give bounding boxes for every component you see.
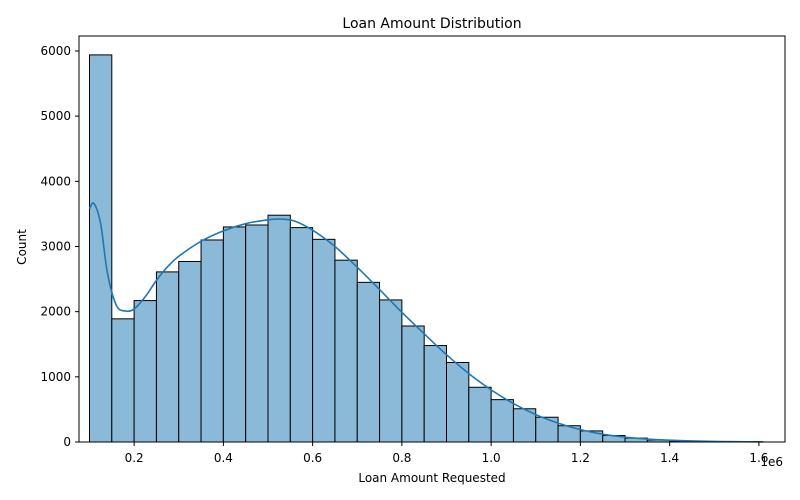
- x-tick-label: 0.8: [392, 451, 411, 465]
- kde-curve: [88, 202, 764, 443]
- histogram-bar-0: [88, 54, 113, 443]
- y-tick-label: 0: [63, 435, 71, 449]
- x-tick-label: 0.2: [125, 451, 144, 465]
- histogram-bar-17: [468, 386, 492, 443]
- y-tick-label: 4000: [40, 174, 71, 188]
- y-axis-ticks: 0 1000 2000 3000 4000 5000 6000: [40, 44, 79, 449]
- histogram-bar-12: [356, 281, 381, 443]
- x-tick-label: 1.0: [482, 451, 501, 465]
- axes-frame: [78, 35, 786, 443]
- histogram-bar-3: [155, 271, 180, 443]
- histogram-bar-16: [446, 361, 470, 443]
- histogram-bar-10: [312, 238, 336, 443]
- histogram-bars: [88, 54, 760, 443]
- y-axis-label: Count: [15, 229, 29, 265]
- x-axis-ticks: 0.2 0.4 0.6 0.8 1.0 1.2 1.4 1.6: [125, 442, 768, 465]
- histogram-bar-15: [423, 345, 448, 443]
- y-tick-label: 3000: [40, 239, 71, 253]
- x-tick-label: 1.4: [660, 451, 679, 465]
- x-axis-label: Loan Amount Requested: [358, 471, 505, 485]
- histogram-bar-20: [535, 416, 559, 443]
- x-tick-label: 0.4: [214, 451, 233, 465]
- y-tick-label: 2000: [40, 305, 71, 319]
- histogram-bar-13: [379, 299, 403, 443]
- x-tick-label: 1.2: [571, 451, 590, 465]
- chart-title: Loan Amount Distribution: [342, 16, 521, 32]
- histogram-bar-5: [200, 239, 224, 443]
- histogram-bar-11: [334, 259, 358, 443]
- histogram-bar-1: [111, 318, 135, 443]
- y-tick-label: 1000: [40, 370, 71, 384]
- histogram-bar-18: [490, 399, 514, 443]
- histogram-bar-9: [289, 227, 314, 443]
- y-tick-label: 5000: [40, 109, 71, 123]
- histogram-bar-6: [222, 226, 247, 443]
- histogram-bar-14: [401, 325, 425, 443]
- y-tick-label: 6000: [40, 44, 71, 58]
- x-tick-label: 1.6: [749, 451, 768, 465]
- histogram-bar-2: [133, 300, 157, 443]
- histogram-bar-8: [267, 214, 291, 443]
- histogram-bar-7: [245, 224, 269, 443]
- x-tick-label: 0.6: [303, 451, 322, 465]
- x-axis-offset-label: 1e6: [760, 455, 783, 469]
- histogram-bar-4: [178, 260, 202, 443]
